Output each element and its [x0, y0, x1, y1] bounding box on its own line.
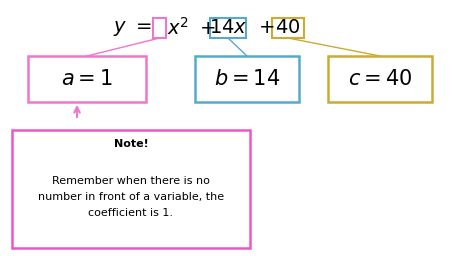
Bar	[328, 56, 432, 102]
Text: $a = 1$: $a = 1$	[61, 69, 113, 89]
Text: $14x$: $14x$	[209, 19, 247, 37]
Text: $\ +\ $: $\ +\ $	[248, 19, 274, 37]
Bar	[210, 18, 246, 38]
Bar	[153, 18, 166, 38]
Text: Note!: Note!	[114, 139, 148, 149]
Bar	[12, 130, 250, 248]
Bar	[28, 56, 146, 102]
Bar	[195, 56, 299, 102]
Text: $b = 14$: $b = 14$	[214, 69, 280, 89]
Text: $y\ =\ $: $y\ =\ $	[113, 18, 152, 37]
Bar	[272, 18, 304, 38]
Text: Remember when there is no
number in front of a variable, the
coefficient is 1.: Remember when there is no number in fron…	[38, 176, 224, 218]
Text: $c = 40$: $c = 40$	[348, 69, 412, 89]
Text: $x^2\ +\ $: $x^2\ +\ $	[167, 17, 216, 39]
Text: $40$: $40$	[275, 19, 301, 37]
